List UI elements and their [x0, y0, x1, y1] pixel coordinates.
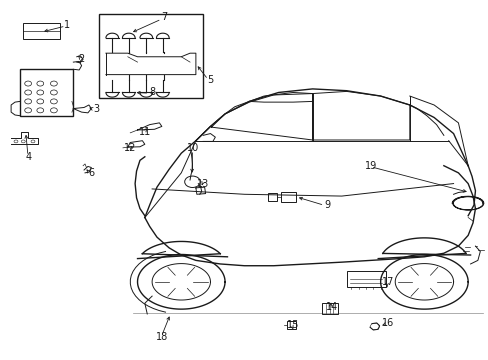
Text: 19: 19 — [364, 161, 376, 171]
Bar — [322, 302, 337, 314]
Text: 7: 7 — [161, 13, 167, 22]
Text: 6: 6 — [88, 168, 94, 178]
Text: 13: 13 — [197, 179, 209, 189]
Text: 4: 4 — [25, 152, 31, 162]
Text: 3: 3 — [93, 104, 99, 113]
Bar — [281, 192, 295, 202]
Bar — [346, 271, 385, 287]
Text: 1: 1 — [64, 19, 70, 30]
Text: 5: 5 — [207, 75, 213, 85]
Bar — [23, 23, 60, 39]
Bar — [287, 321, 295, 329]
Text: 10: 10 — [187, 143, 199, 153]
Bar — [20, 69, 73, 116]
Text: 2: 2 — [79, 54, 84, 64]
Text: 17: 17 — [381, 277, 393, 287]
Text: 8: 8 — [149, 87, 155, 98]
Bar — [99, 14, 203, 98]
Text: 11: 11 — [139, 127, 151, 137]
Text: 15: 15 — [286, 320, 299, 330]
Text: 14: 14 — [325, 302, 338, 312]
Bar — [267, 193, 276, 201]
Text: 12: 12 — [124, 143, 136, 153]
Text: 16: 16 — [381, 318, 393, 328]
Text: 9: 9 — [324, 200, 329, 210]
Text: 18: 18 — [155, 332, 167, 342]
